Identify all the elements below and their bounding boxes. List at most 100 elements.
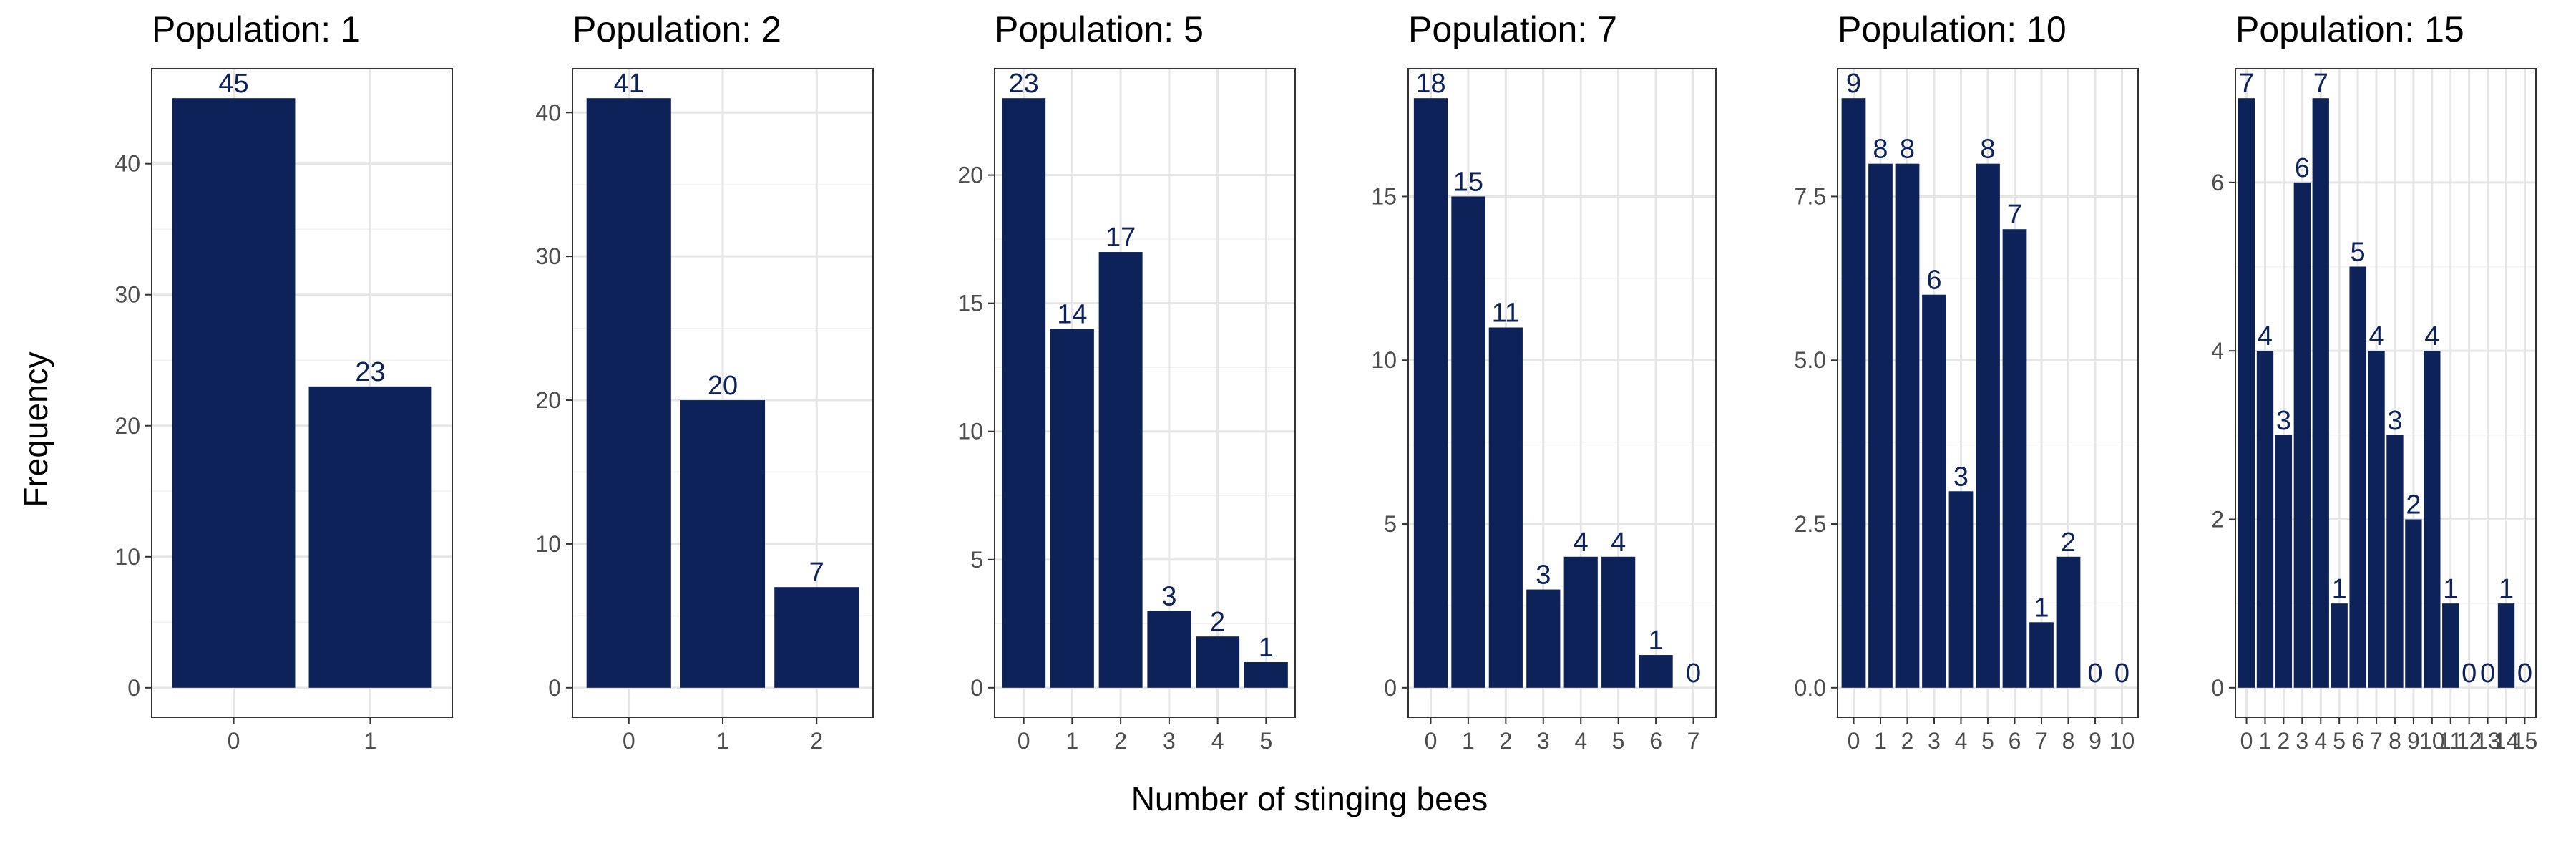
bar <box>2497 603 2515 688</box>
x-tick-label: 0 <box>1848 728 1860 754</box>
bar-value-label: 0 <box>1686 659 1701 689</box>
y-tick-label: 0 <box>548 675 561 701</box>
x-tick-label: 5 <box>1612 728 1625 754</box>
bar-value-label: 6 <box>2295 153 2310 183</box>
bar-value-label: 4 <box>2258 321 2273 351</box>
x-tick-label: 1 <box>364 728 377 754</box>
x-tick-label: 14 <box>2494 728 2519 754</box>
y-tick-label: 7.5 <box>1795 183 1826 209</box>
bar <box>1976 163 2000 688</box>
bar <box>1639 655 1673 688</box>
bar-value-label: 1 <box>2332 574 2347 604</box>
x-tick-label: 1 <box>2259 728 2272 754</box>
bar <box>2002 229 2027 688</box>
bar <box>2029 622 2054 688</box>
bar-value-label: 1 <box>2499 574 2514 604</box>
panel-title: Population: 1 <box>152 9 361 49</box>
x-tick-label: 12 <box>2457 728 2482 754</box>
bar <box>2424 351 2441 688</box>
panel-title: Population: 2 <box>572 9 781 49</box>
y-tick-label: 15 <box>957 291 983 316</box>
y-tick-label: 0 <box>127 675 140 701</box>
y-tick-label: 40 <box>114 151 140 177</box>
panel-2: 0 10 20 30 40 41 20 7 0 1 2 Population: 2 <box>535 9 874 754</box>
bar-value-label: 1 <box>1259 633 1274 663</box>
x-tick-label: 4 <box>1211 728 1224 754</box>
y-tick-label: 20 <box>535 387 561 413</box>
bar-value-label: 1 <box>2443 574 2458 604</box>
bar <box>2405 519 2422 688</box>
y-tick-label: 20 <box>957 162 983 188</box>
x-tick-label: 13 <box>2475 728 2501 754</box>
bar-value-label: 3 <box>1953 462 1968 492</box>
bar <box>2349 266 2366 688</box>
bar-value-label: 14 <box>1057 299 1087 329</box>
bar <box>1196 636 1240 688</box>
panel-title: Population: 7 <box>1408 9 1617 49</box>
x-tick-label: 2 <box>2278 728 2290 754</box>
bar-value-label: 3 <box>2387 406 2402 436</box>
bar-value-label: 20 <box>708 371 738 401</box>
x-tick-label: 10 <box>2109 728 2135 754</box>
bar-value-label: 0 <box>2517 659 2532 689</box>
bar <box>1841 98 1866 688</box>
bar <box>2331 603 2348 688</box>
y-tick-label: 2.5 <box>1795 511 1826 537</box>
y-tick-label: 15 <box>1371 183 1397 209</box>
y-tick-label: 0 <box>1384 675 1397 701</box>
bar <box>2275 435 2293 688</box>
bar <box>2238 98 2255 688</box>
x-tick-label: 2 <box>1499 728 1512 754</box>
bar-value-label: 8 <box>1873 135 1888 165</box>
y-tick-label: 10 <box>1371 347 1397 373</box>
x-tick-label: 7 <box>2035 728 2048 754</box>
x-tick-label: 6 <box>2009 728 2021 754</box>
x-tick-label: 4 <box>1955 728 1968 754</box>
x-tick-label: 4 <box>2314 728 2327 754</box>
x-tick-label: 1 <box>1874 728 1887 754</box>
bar-value-label: 23 <box>1009 69 1039 99</box>
y-tick-label: 0 <box>2211 675 2224 701</box>
x-tick-label: 8 <box>2062 728 2075 754</box>
x-tick-label: 5 <box>1259 728 1272 754</box>
y-tick-label: 4 <box>2211 338 2224 364</box>
bar-value-label: 1 <box>1649 626 1664 656</box>
x-tick-label: 6 <box>1649 728 1662 754</box>
y-tick-label: 6 <box>2211 170 2224 195</box>
bar-value-label: 0 <box>2480 659 2495 689</box>
bar-value-label: 0 <box>2087 659 2102 689</box>
bar <box>2056 556 2081 688</box>
bar <box>1244 662 1288 688</box>
y-tick-label: 5 <box>970 547 983 573</box>
x-tick-label: 9 <box>2407 728 2420 754</box>
bar <box>1413 98 1448 688</box>
x-axis-title: Number of stinging bees <box>1131 780 1488 817</box>
x-tick-label: 3 <box>1537 728 1550 754</box>
bar <box>308 386 432 688</box>
bar <box>2386 435 2404 688</box>
bar <box>1451 196 1485 688</box>
x-tick-label: 5 <box>2333 728 2346 754</box>
bar-value-label: 9 <box>1846 69 1861 99</box>
bar <box>1563 556 1598 688</box>
panel-border <box>2235 68 2537 718</box>
bar-value-label: 0 <box>2114 659 2129 689</box>
bar <box>1895 163 1920 688</box>
y-tick-label: 40 <box>535 100 561 125</box>
bar <box>774 587 859 688</box>
x-tick-label: 15 <box>2512 728 2538 754</box>
panel-title: Population: 10 <box>1838 9 2067 49</box>
x-tick-label: 2 <box>1114 728 1127 754</box>
y-tick-label: 0 <box>970 675 983 701</box>
bar-value-label: 4 <box>1574 528 1589 558</box>
x-tick-label: 0 <box>2240 728 2253 754</box>
x-tick-label: 0 <box>1018 728 1030 754</box>
bar <box>172 98 296 688</box>
bar-value-label: 6 <box>1926 266 1941 296</box>
x-tick-label: 9 <box>2089 728 2102 754</box>
bar <box>2368 351 2385 688</box>
